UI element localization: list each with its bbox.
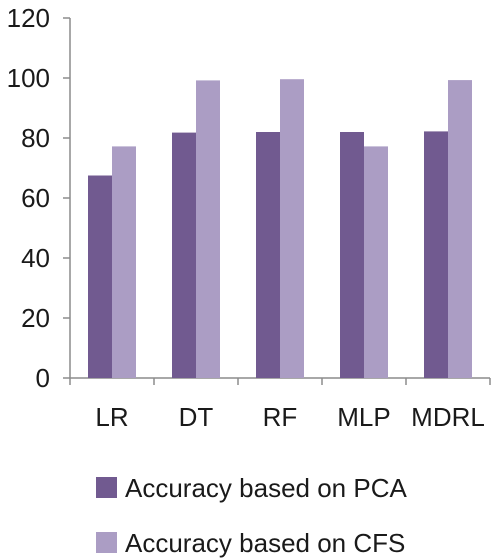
bar-mlp-pca	[340, 132, 364, 378]
y-ticks: 0 20 40 60 80 100 120	[7, 3, 70, 393]
bar-lr-pca	[88, 175, 112, 378]
y-tick-label: 120	[7, 3, 50, 33]
legend: Accuracy based on PCA Accuracy based on …	[96, 473, 407, 558]
y-tick-label: 20	[21, 303, 50, 333]
bar-dt-cfs	[196, 80, 220, 379]
legend-label-pca: Accuracy based on PCA	[125, 473, 407, 503]
x-ticks	[69, 378, 491, 385]
category-label: DT	[179, 402, 214, 432]
bars	[88, 79, 472, 379]
y-tick-label: 0	[36, 363, 50, 393]
y-tick-label: 40	[21, 243, 50, 273]
category-labels: LR DT RF MLP MDRL	[95, 402, 484, 432]
category-label: MDRL	[411, 402, 485, 432]
bar-mlp-cfs	[364, 146, 388, 378]
bar-rf-pca	[256, 132, 280, 378]
y-tick-label: 60	[21, 183, 50, 213]
bar-rf-cfs	[280, 79, 304, 378]
bar-lr-cfs	[112, 146, 136, 378]
legend-swatch-pca	[96, 477, 117, 498]
bar-dt-pca	[172, 132, 196, 378]
bar-mdrl-cfs	[448, 80, 472, 378]
legend-swatch-cfs	[96, 532, 117, 553]
category-label: LR	[95, 402, 128, 432]
y-tick-label: 80	[21, 123, 50, 153]
category-label: RF	[263, 402, 298, 432]
bar-mdrl-pca	[424, 131, 448, 378]
y-tick-label: 100	[7, 63, 50, 93]
legend-label-cfs: Accuracy based on CFS	[125, 528, 405, 558]
category-label: MLP	[337, 402, 390, 432]
